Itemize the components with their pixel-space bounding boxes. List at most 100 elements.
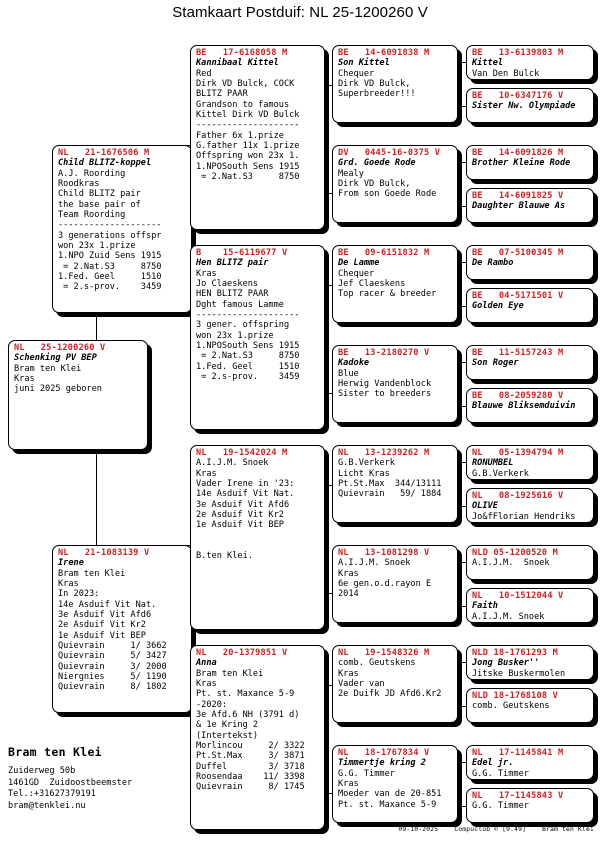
pigeon-card-gen4-4[interactable]: BE 14-6091825 V Daughter Blauwe As bbox=[466, 188, 594, 223]
pigeon-card-gen4-2[interactable]: BE 10-6347176 V Sister Nw. Olympiade bbox=[466, 88, 594, 123]
pigeon-nickname: Daughter Blauwe As bbox=[472, 201, 566, 212]
pigeon-detail-line: G.G. Timmer bbox=[472, 801, 529, 812]
pigeon-ring-number: BE 09-6151832 M bbox=[338, 248, 430, 258]
pigeon-detail-line: In 2023: bbox=[58, 589, 100, 600]
pigeon-nickname: Brother Kleine Rode bbox=[472, 158, 571, 169]
pigeon-detail-line: A.I.J.M. Snoek bbox=[196, 458, 269, 469]
pigeon-result-line: 1.NPOSouth Sens 1915 bbox=[196, 161, 300, 172]
pigeon-card-gen4-11[interactable]: NLD 05-1200520 M A.I.J.M. Snoek bbox=[466, 545, 594, 580]
divider: -------------------- bbox=[196, 120, 300, 131]
pigeon-card-gen3-1[interactable]: BE 14-6091838 M Son Kittel Chequer Dirk VD … bbox=[332, 45, 458, 123]
pigeon-detail-line: Bram ten Klei bbox=[196, 668, 264, 679]
pigeon-detail-line: 2e Asduif Vit Kr2 bbox=[196, 510, 284, 521]
pigeon-card-gen3-5[interactable]: NL 13-1239262 M G.B.Verkerk Licht Kras Pt.S… bbox=[332, 445, 458, 523]
pigeon-ring-number: NL 20-1379851 V bbox=[196, 648, 288, 658]
pigeon-detail-line: Roodkras bbox=[58, 179, 100, 190]
connector bbox=[458, 362, 466, 363]
pigeon-card-gen3-8[interactable]: NL 18-1767834 V Timmertje kring 2 G.G. Tim… bbox=[332, 745, 458, 823]
pigeon-card-gen4-15[interactable]: NL 17-1145841 M Edel jr. G.G. Timmer bbox=[466, 745, 594, 780]
footer-date: 09-10-2025 bbox=[398, 826, 439, 833]
connector bbox=[458, 206, 466, 207]
connector bbox=[458, 762, 466, 763]
connector bbox=[458, 606, 466, 607]
pigeon-result-line: 1.Fed. Geel 1510 bbox=[196, 361, 300, 372]
pigeon-detail-line: Bram ten Klei bbox=[14, 363, 82, 374]
pigeon-card-mother[interactable]: NL 21-1083139 V Irene Bram ten Klei Kras In … bbox=[52, 545, 192, 713]
pigeon-detail-line: Herwig Vandenblock bbox=[338, 379, 432, 390]
pigeon-detail-line: Quievrain 8/ 1802 bbox=[58, 682, 167, 693]
pigeon-detail-line: Mealy bbox=[338, 168, 364, 179]
pigeon-detail-line: Top racer & breeder bbox=[338, 289, 437, 300]
pigeon-detail-line: Chequer bbox=[338, 68, 375, 79]
pigeon-detail-line: 3e Afd.6 NH (3791 d) bbox=[196, 710, 300, 721]
pigeon-result-line: 3 gener. offspring bbox=[196, 320, 290, 331]
pigeon-detail-line: Vader Irene in '23: bbox=[196, 479, 295, 490]
connector bbox=[458, 762, 459, 806]
pigeon-card-gen2-4[interactable]: NL 20-1379851 V Anna Bram ten Klei Kras Pt. … bbox=[190, 645, 325, 830]
pigeon-card-gen4-9[interactable]: NL 05-1394794 M RONUMBEL G.B.Verkerk bbox=[466, 445, 594, 480]
pigeon-detail-line: & 1e Kring 2 bbox=[196, 720, 259, 731]
pigeon-detail-line: Van Den Bulck bbox=[472, 68, 540, 79]
pigeon-detail-line: 1e Asduif Vit BEP bbox=[196, 520, 284, 531]
pigeon-card-gen4-8[interactable]: BE 08-2059280 V Blauwe Bliksemduivin bbox=[466, 388, 594, 423]
pigeon-detail-line: Pt. st. Maxance 5-9 bbox=[338, 799, 437, 810]
connector bbox=[322, 193, 332, 194]
pigeon-result-line: = 2.Nat.S3 8750 bbox=[196, 172, 300, 183]
pigeon-ring-number: BE 13-6139803 M bbox=[472, 48, 564, 58]
pigeon-nickname: Kittel bbox=[472, 58, 504, 69]
pigeon-card-gen3-2[interactable]: DV 0445-16-0375 V Grd. Goede Rode Mealy Dir… bbox=[332, 145, 458, 223]
pigeon-ring-number: BE 17-6168058 M bbox=[196, 48, 288, 58]
pigeon-card-gen4-1[interactable]: BE 13-6139803 M Kittel Van Den Bulck bbox=[466, 45, 594, 80]
pigeon-card-gen4-10[interactable]: NL 08-1925616 V OLIVE Jo&fFlorian Hendriks bbox=[466, 488, 594, 523]
pigeon-ring-number: NL 17-1145841 M bbox=[472, 748, 564, 758]
pigeon-detail-line: 2014 bbox=[338, 589, 359, 600]
connector bbox=[96, 343, 97, 607]
pigeon-detail-line: HEN BLITZ PAAR bbox=[196, 289, 269, 300]
pigeon-detail-line: Pt.St.Max 344/13111 bbox=[338, 479, 442, 490]
pigeon-result-line: = 2.Nat.S3 8750 bbox=[196, 351, 300, 362]
pigeon-nickname: Child BLITZ-koppel bbox=[58, 158, 152, 169]
connector bbox=[458, 262, 466, 263]
pigeon-card-father[interactable]: NL 21-1676506 M Child BLITZ-koppel A.J. Ro… bbox=[52, 145, 192, 313]
pigeon-nickname: Son Roger bbox=[472, 358, 519, 369]
pigeon-detail-line: Superbreeder!!! bbox=[338, 89, 416, 100]
pigeon-card-gen4-13[interactable]: NLD 18-1761293 M Jong Busker'' Jitske Busk… bbox=[466, 645, 594, 680]
pigeon-card-gen4-16[interactable]: NL 17-1145843 V G.G. Timmer bbox=[466, 788, 594, 823]
pigeon-nickname: Faith bbox=[472, 601, 498, 612]
connector bbox=[458, 406, 466, 407]
pigeon-detail-line: Kras bbox=[338, 568, 359, 579]
pigeon-card-gen3-4[interactable]: BE 13-2180270 V Kadoke Blue Herwig Vandenbl… bbox=[332, 345, 458, 423]
pigeon-detail-line: Kras bbox=[14, 374, 35, 385]
pigeon-ring-number: NLD 18-1761293 M bbox=[472, 648, 558, 658]
pigeon-card-gen4-3[interactable]: BE 14-6091826 M Brother Kleine Rode bbox=[466, 145, 594, 180]
owner-contact-line: 1461GD Zuidoostbeemster bbox=[8, 777, 133, 788]
pigeon-card-gen4-12[interactable]: NL 10-1512044 V Faith A.I.J.M. Snoek bbox=[466, 588, 594, 623]
pigeon-card-gen4-7[interactable]: BE 11-5157243 M Son Roger bbox=[466, 345, 594, 380]
pigeon-detail-line: Kras bbox=[196, 268, 217, 279]
pigeon-card-gen3-3[interactable]: BE 09-6151832 M De Lamme Chequer Jef Claesk… bbox=[332, 245, 458, 323]
pigeon-card-gen2-2[interactable]: B 15-6119677 V Hen BLITZ pair Kras Jo Claes… bbox=[190, 245, 325, 430]
pigeon-card-subject[interactable]: NL 25-1200260 V Schenking PV BEP Bram ten … bbox=[8, 340, 148, 450]
pigeon-result-line: won 23x 1.prize bbox=[58, 241, 136, 252]
pigeon-result-line: = 2.s-prov. 3459 bbox=[58, 282, 162, 293]
spacer bbox=[196, 531, 321, 541]
pigeon-detail-line: Vader van bbox=[338, 679, 385, 690]
pigeon-card-gen4-5[interactable]: BE 07-5100345 M De Rambo bbox=[466, 245, 594, 280]
pigeon-card-gen3-6[interactable]: NL 13-1081298 V A.I.J.M. Snoek Kras 6e gen.… bbox=[332, 545, 458, 623]
pigeon-card-gen4-6[interactable]: BE 04-5171501 V Golden Eye bbox=[466, 288, 594, 323]
pigeon-ring-number: BE 07-5100345 M bbox=[472, 248, 564, 258]
pigeon-detail-line: the base pair of bbox=[58, 199, 141, 210]
pigeon-result-line: won 23x 1.prize bbox=[196, 330, 274, 341]
divider: -------------------- bbox=[58, 220, 162, 231]
pigeon-detail-line: Sister to breeders bbox=[338, 389, 432, 400]
pigeon-detail-line: Kras bbox=[338, 668, 359, 679]
pigeon-ring-number: BE 14-6091825 V bbox=[472, 191, 564, 201]
connector bbox=[458, 806, 466, 807]
owner-contact: Zuiderweg 50b 1461GD Zuidoostbeemster Tel.… bbox=[8, 766, 132, 812]
pigeon-card-gen2-3[interactable]: NL 19-1542024 M A.I.J.M. Snoek Kras Vader I… bbox=[190, 445, 325, 630]
pigeon-card-gen2-1[interactable]: BE 17-6168058 M Kannibaal Kittel Red Dirk V… bbox=[190, 45, 325, 230]
pigeon-detail-line: Jef Claeskens bbox=[338, 279, 406, 290]
connector bbox=[322, 593, 332, 594]
